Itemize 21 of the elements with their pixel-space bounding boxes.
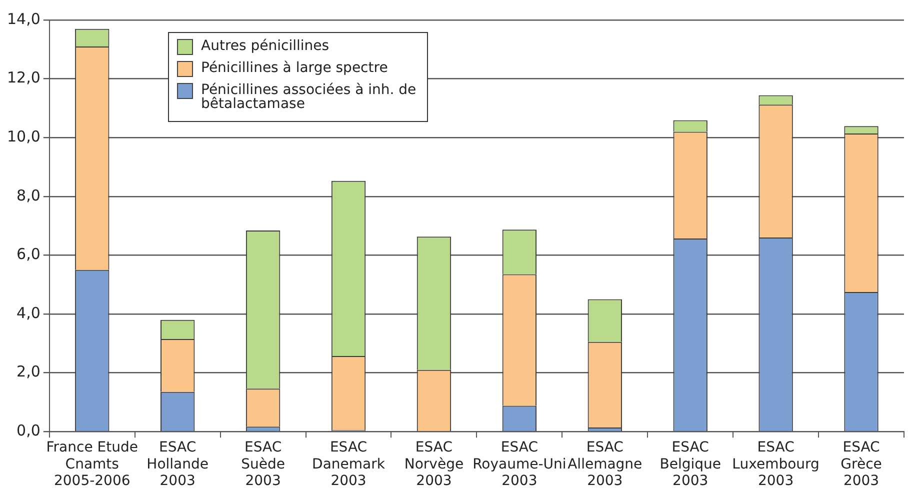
legend-label: Autres pénicillines — [201, 38, 330, 54]
x-tick-label: ESAC Allemagne 2003 — [568, 440, 642, 490]
y-tick-label: 6,0 — [16, 245, 40, 264]
x-tick-label: ESAC Norvège 2003 — [404, 440, 464, 490]
x-tick-label: ESAC Suède 2003 — [241, 440, 285, 490]
y-tick-label: 8,0 — [16, 186, 40, 204]
y-tick-label: 12,0 — [6, 68, 40, 87]
x-tick-label: ESAC Belgique 2003 — [660, 440, 721, 490]
x-tick-label: ESAC Danemark 2003 — [312, 440, 386, 490]
y-tick-label: 0,0 — [16, 421, 40, 440]
legend-label: Pénicillines à large spectre — [201, 60, 388, 76]
x-tick-label: France Etude Cnamts 2005-2006 — [46, 440, 138, 490]
x-tick-label: ESAC Royaume-Uni 2003 — [472, 440, 566, 490]
x-tick-label: ESAC Grèce 2003 — [840, 440, 882, 490]
x-tick-label: ESAC Hollande 2003 — [146, 440, 209, 490]
x-tick-label: ESAC Luxembourg 2003 — [732, 440, 820, 490]
y-tick-label: 10,0 — [6, 127, 40, 146]
y-tick-label: 14,0 — [6, 10, 40, 28]
y-tick-label: 2,0 — [16, 362, 40, 381]
legend-label: Pénicillines associées à inh. de bêtalactamase — [201, 82, 417, 112]
y-tick-label: 4,0 — [16, 304, 40, 322]
